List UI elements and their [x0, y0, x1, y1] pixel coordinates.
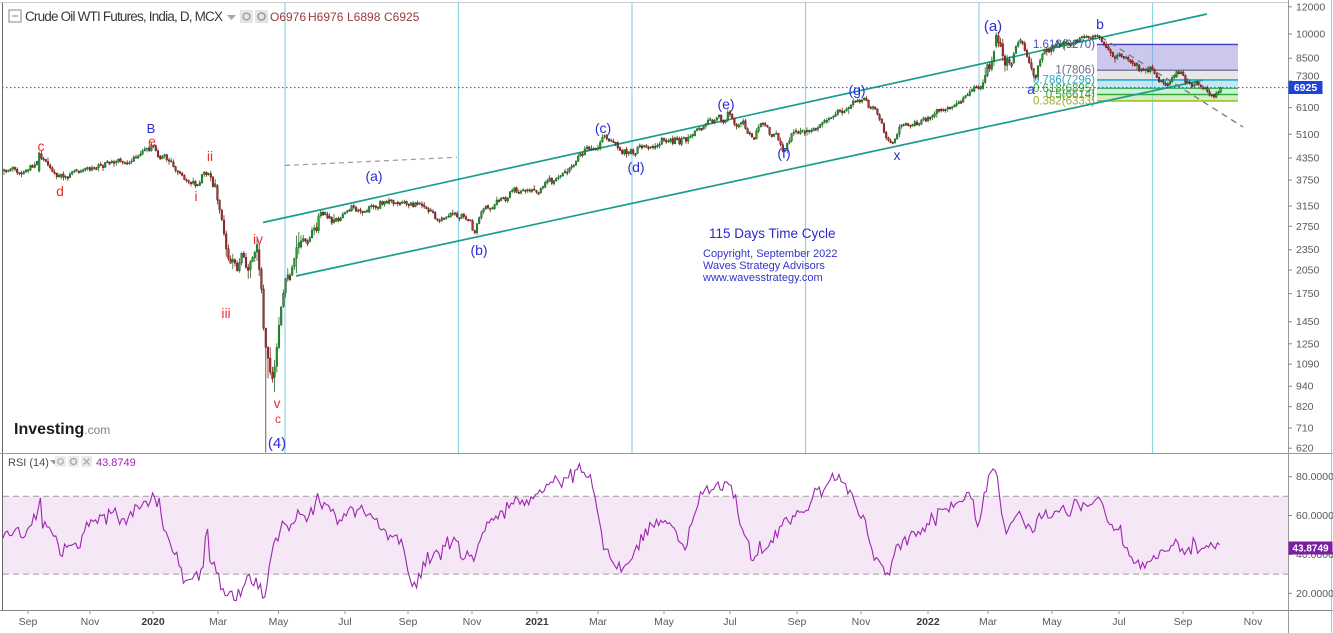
svg-text:d: d	[56, 183, 64, 199]
svg-text:8500: 8500	[1296, 53, 1320, 65]
svg-text:a: a	[1027, 81, 1035, 97]
svg-text:3150: 3150	[1296, 201, 1320, 213]
svg-text:x: x	[894, 147, 901, 163]
svg-text:(b): (b)	[470, 242, 487, 258]
svg-text:e: e	[148, 133, 156, 149]
svg-text:Sep: Sep	[1174, 616, 1193, 628]
svg-text:iv: iv	[253, 231, 263, 247]
svg-text:c: c	[275, 412, 281, 426]
svg-text:Sep: Sep	[19, 616, 38, 628]
svg-text:May: May	[1042, 616, 1063, 628]
svg-text:2020: 2020	[141, 616, 165, 628]
svg-text:ii: ii	[207, 148, 213, 164]
svg-text:940: 940	[1296, 381, 1314, 393]
svg-text:i: i	[194, 188, 197, 204]
svg-text:Crude Oil WTI Futures, India,: Crude Oil WTI Futures, India, D, MCX	[25, 9, 223, 24]
svg-text:Copyright, September 2022: Copyright, September 2022	[703, 248, 838, 260]
svg-text:1750: 1750	[1296, 288, 1320, 300]
svg-text:4350: 4350	[1296, 153, 1320, 165]
svg-text:1250: 1250	[1296, 338, 1320, 350]
svg-text:Mar: Mar	[589, 616, 608, 628]
svg-text:Sep: Sep	[399, 616, 418, 628]
svg-text:3750: 3750	[1296, 175, 1320, 187]
svg-text:Waves Strategy Advisors: Waves Strategy Advisors	[703, 260, 825, 272]
svg-text:Nov: Nov	[852, 616, 871, 628]
svg-text:(d): (d)	[627, 159, 644, 175]
svg-text:10000: 10000	[1296, 29, 1325, 41]
svg-text:v: v	[274, 395, 281, 411]
svg-text:43.8749: 43.8749	[96, 457, 136, 469]
svg-text:80.0000: 80.0000	[1296, 471, 1333, 483]
svg-text:O6976: O6976	[270, 10, 306, 24]
svg-text:L6898: L6898	[347, 10, 381, 24]
svg-text:820: 820	[1296, 401, 1314, 413]
svg-text:1090: 1090	[1296, 359, 1320, 371]
svg-text:115 Days Time Cycle: 115 Days Time Cycle	[709, 226, 836, 241]
svg-text:0.618(6895): 0.618(6895)	[1033, 83, 1095, 95]
svg-text:B: B	[147, 121, 156, 136]
svg-text:(4): (4)	[268, 435, 286, 452]
svg-text:20.0000: 20.0000	[1296, 588, 1333, 600]
svg-text:Mar: Mar	[209, 616, 228, 628]
svg-text:RSI (14): RSI (14)	[8, 457, 49, 469]
svg-text:(g): (g)	[848, 82, 865, 98]
svg-text:May: May	[269, 616, 290, 628]
svg-text:Mar: Mar	[979, 616, 998, 628]
svg-text:Sep: Sep	[788, 616, 807, 628]
svg-text:2350: 2350	[1296, 244, 1320, 256]
svg-text:1450: 1450	[1296, 316, 1320, 328]
svg-text:2022: 2022	[916, 616, 940, 628]
svg-text:(f): (f)	[777, 145, 790, 161]
svg-text:710: 710	[1296, 423, 1314, 435]
svg-text:Investing.com: Investing.com	[14, 421, 110, 438]
svg-text:Nov: Nov	[81, 616, 100, 628]
svg-text:2750: 2750	[1296, 221, 1320, 233]
svg-text:2021: 2021	[525, 616, 549, 628]
svg-text:0.382(6333): 0.382(6333)	[1033, 95, 1095, 107]
svg-text:620: 620	[1296, 443, 1314, 455]
svg-text:(c): (c)	[595, 120, 611, 136]
svg-text:(e): (e)	[717, 96, 734, 112]
svg-text:7300: 7300	[1296, 71, 1320, 83]
svg-text:43.8749: 43.8749	[1292, 544, 1329, 555]
svg-text:b: b	[1096, 16, 1104, 32]
svg-text:Jul: Jul	[723, 616, 736, 628]
svg-text:1(7806): 1(7806)	[1055, 65, 1095, 77]
svg-text:Jul: Jul	[1112, 616, 1125, 628]
svg-text:www.wavesstrategy.com: www.wavesstrategy.com	[702, 272, 823, 284]
svg-text:60.0000: 60.0000	[1296, 510, 1333, 522]
svg-text:(a): (a)	[365, 168, 382, 184]
svg-text:6925: 6925	[1294, 82, 1318, 94]
svg-text:Jul: Jul	[338, 616, 351, 628]
svg-text:6100: 6100	[1296, 102, 1320, 114]
svg-text:12000: 12000	[1296, 1, 1325, 13]
svg-text:Nov: Nov	[463, 616, 482, 628]
svg-text:Nov: Nov	[1244, 616, 1263, 628]
svg-text:C6925: C6925	[384, 10, 420, 24]
svg-text:iii: iii	[221, 305, 230, 321]
svg-text:0.5(6614): 0.5(6614)	[1046, 89, 1095, 101]
svg-text:(a): (a)	[984, 18, 1002, 35]
svg-text:2050: 2050	[1296, 265, 1320, 277]
svg-text:0.786(7296): 0.786(7296)	[1033, 75, 1095, 87]
svg-text:H6976: H6976	[308, 10, 344, 24]
svg-text:May: May	[654, 616, 675, 628]
svg-text:c: c	[38, 138, 45, 154]
svg-text:5100: 5100	[1296, 129, 1320, 141]
